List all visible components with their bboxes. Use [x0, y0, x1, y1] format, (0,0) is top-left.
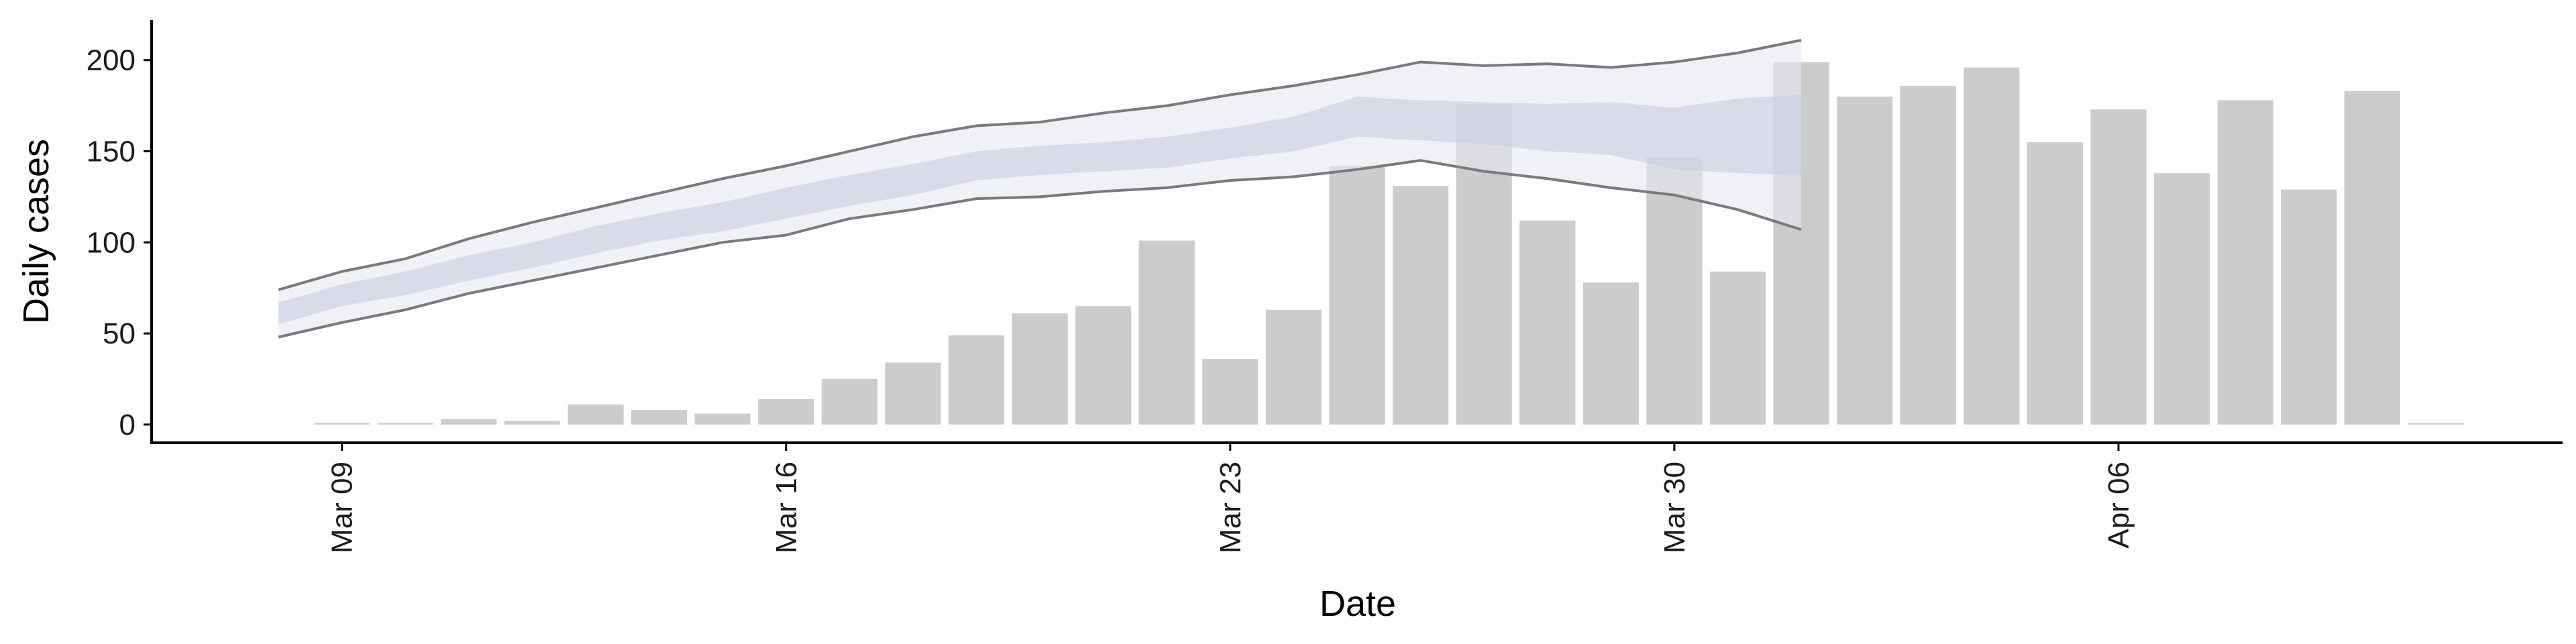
- case-bar: [2090, 109, 2147, 425]
- axes-layer: [150, 20, 2563, 444]
- case-bar: [1582, 282, 1639, 425]
- case-bar: [1709, 271, 1766, 425]
- case-bar: [568, 404, 624, 425]
- y-tick-label: 200: [87, 44, 136, 77]
- case-bar: [694, 413, 751, 425]
- case-bar: [1329, 166, 1385, 425]
- case-bar: [1075, 306, 1132, 425]
- case-bar: [504, 421, 561, 425]
- case-bar: [885, 362, 941, 425]
- case-bar: [1012, 313, 1068, 425]
- x-axis-title: Date: [1320, 584, 1396, 624]
- y-tick-label: 150: [87, 136, 136, 168]
- case-bar: [2344, 91, 2400, 425]
- case-bar: [1202, 359, 1258, 425]
- case-bar: [821, 378, 877, 425]
- x-tick-label: Mar 16: [770, 462, 803, 553]
- case-bar: [1837, 97, 1893, 425]
- x-tick-label: Apr 06: [2102, 462, 2135, 549]
- case-bar: [441, 419, 497, 425]
- forecast-lower-line: [278, 159, 1802, 339]
- case-bar: [1265, 309, 1322, 425]
- case-bar: [1646, 156, 1703, 425]
- y-tick-label: 100: [87, 226, 136, 259]
- case-bar: [2408, 423, 2464, 425]
- case-bar: [314, 423, 370, 425]
- x-tick-label: Mar 23: [1214, 462, 1247, 553]
- y-ticks: 0 50 100 150 200: [87, 44, 152, 441]
- forecast-50-band: [278, 95, 1802, 325]
- case-bar: [1964, 67, 2020, 425]
- y-tick-label: 0: [119, 409, 136, 441]
- case-bar: [2027, 142, 2083, 425]
- forecast-upper-line: [278, 38, 1802, 291]
- case-bar: [1392, 186, 1449, 425]
- forecast-band-layer: [278, 38, 1802, 339]
- y-axis-title: Daily cases: [16, 139, 56, 324]
- case-bar: [758, 398, 814, 425]
- case-bar: [2217, 100, 2273, 425]
- case-bar: [948, 335, 1005, 425]
- case-bar: [2281, 189, 2337, 425]
- case-bar: [1138, 240, 1195, 425]
- bars-layer: [314, 62, 2464, 425]
- case-bar: [2153, 173, 2210, 425]
- x-ticks: Mar 09 Mar 16 Mar 23 Mar 30 Apr 06: [326, 443, 2135, 553]
- y-tick-label: 50: [103, 317, 136, 350]
- case-bar: [1900, 85, 1956, 425]
- case-bar: [631, 410, 688, 425]
- x-tick-label: Mar 09: [326, 462, 359, 553]
- case-bar: [377, 423, 433, 425]
- x-tick-label: Mar 30: [1658, 462, 1691, 553]
- case-bar: [1519, 220, 1576, 425]
